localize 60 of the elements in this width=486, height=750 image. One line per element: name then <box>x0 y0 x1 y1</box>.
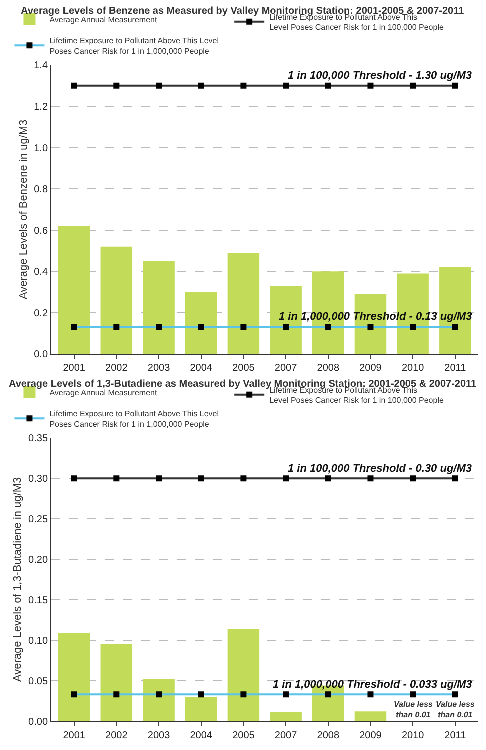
x-tick-label: 2009 <box>360 730 382 742</box>
x-tick-label: 2009 <box>360 363 382 374</box>
bar <box>100 644 133 722</box>
y-tick-label: 1.0 <box>34 143 48 154</box>
x-tick-label: 2005 <box>232 730 256 742</box>
y-tick-label: 0.05 <box>28 676 48 688</box>
y-tick-label: 0.25 <box>28 514 48 526</box>
annotation: Value less than 0.01 <box>394 700 434 720</box>
y-tick-label: 1.2 <box>34 102 48 113</box>
legend-label: Lifetime Exposure to Pollutant Above This Level Poses Cancer Risk for 1 in 1,000,000 People <box>50 410 220 429</box>
x-tick-label: 2007 <box>274 363 298 374</box>
x-tick-label: 2004 <box>190 363 213 374</box>
bar <box>440 268 472 354</box>
bar <box>228 253 260 354</box>
y-tick-label: 0.0 <box>34 350 48 361</box>
bar <box>354 712 387 722</box>
annotation: Value less than 0.01 <box>436 700 476 720</box>
y-tick-label: 0.4 <box>34 267 48 278</box>
y-axis-title: Average Levels of Benzene in ug/M3 <box>18 120 30 300</box>
annotation: 1 in 100,000 Threshold - 0.30 ug/M3 <box>288 463 472 475</box>
x-tick-label: 2005 <box>232 363 256 374</box>
x-tick-label: 2002 <box>106 730 128 742</box>
y-tick-label: 0.8 <box>34 184 48 196</box>
x-tick-label: 2008 <box>317 730 340 742</box>
x-tick-label: 2010 <box>402 730 425 742</box>
x-tick-label: 2003 <box>148 363 171 374</box>
x-tick-label: 2001 <box>63 363 86 374</box>
y-tick-label: 0.20 <box>28 555 48 566</box>
y-tick-label: 0.30 <box>28 474 48 486</box>
bar <box>270 286 302 354</box>
legend-label: Average Annual Measurement <box>50 388 158 398</box>
x-tick-label: 2011 <box>444 730 467 742</box>
legend-label: Lifetime Exposure to Pollutant Above This Level Poses Cancer Risk for 1 in 1,000,000 People <box>50 36 220 56</box>
x-tick-label: 2003 <box>148 730 171 742</box>
y-tick-label: 0.00 <box>28 716 48 728</box>
x-tick-label: 2002 <box>106 363 128 374</box>
y-tick-label: 0.35 <box>28 434 48 445</box>
bar <box>58 226 90 354</box>
bar <box>100 246 133 354</box>
y-tick-label: 0.2 <box>34 308 48 320</box>
annotation: 1 in 100,000 Threshold - 1.30 ug/M3 <box>288 70 472 82</box>
bar <box>58 633 90 722</box>
x-tick-label: 2010 <box>402 363 425 374</box>
bar <box>143 679 175 722</box>
bar <box>270 712 302 722</box>
legend-label: Average Annual Measurement <box>50 16 158 25</box>
y-tick-label: 1.4 <box>34 60 48 72</box>
y-axis-title: Average Levels of 1,3-Butadiene in ug/M3 <box>12 477 24 682</box>
x-tick-label: 2008 <box>317 363 340 374</box>
x-tick-label: 2004 <box>190 730 213 742</box>
bar <box>143 261 175 354</box>
y-tick-label: 0.6 <box>34 226 48 237</box>
x-tick-label: 2007 <box>274 730 298 742</box>
y-tick-label: 0.10 <box>28 636 48 647</box>
x-tick-label: 2011 <box>444 363 467 374</box>
bar <box>185 697 218 722</box>
bar <box>228 629 260 722</box>
bar <box>185 292 218 354</box>
x-tick-label: 2001 <box>63 730 86 742</box>
y-tick-label: 0.15 <box>28 595 48 606</box>
